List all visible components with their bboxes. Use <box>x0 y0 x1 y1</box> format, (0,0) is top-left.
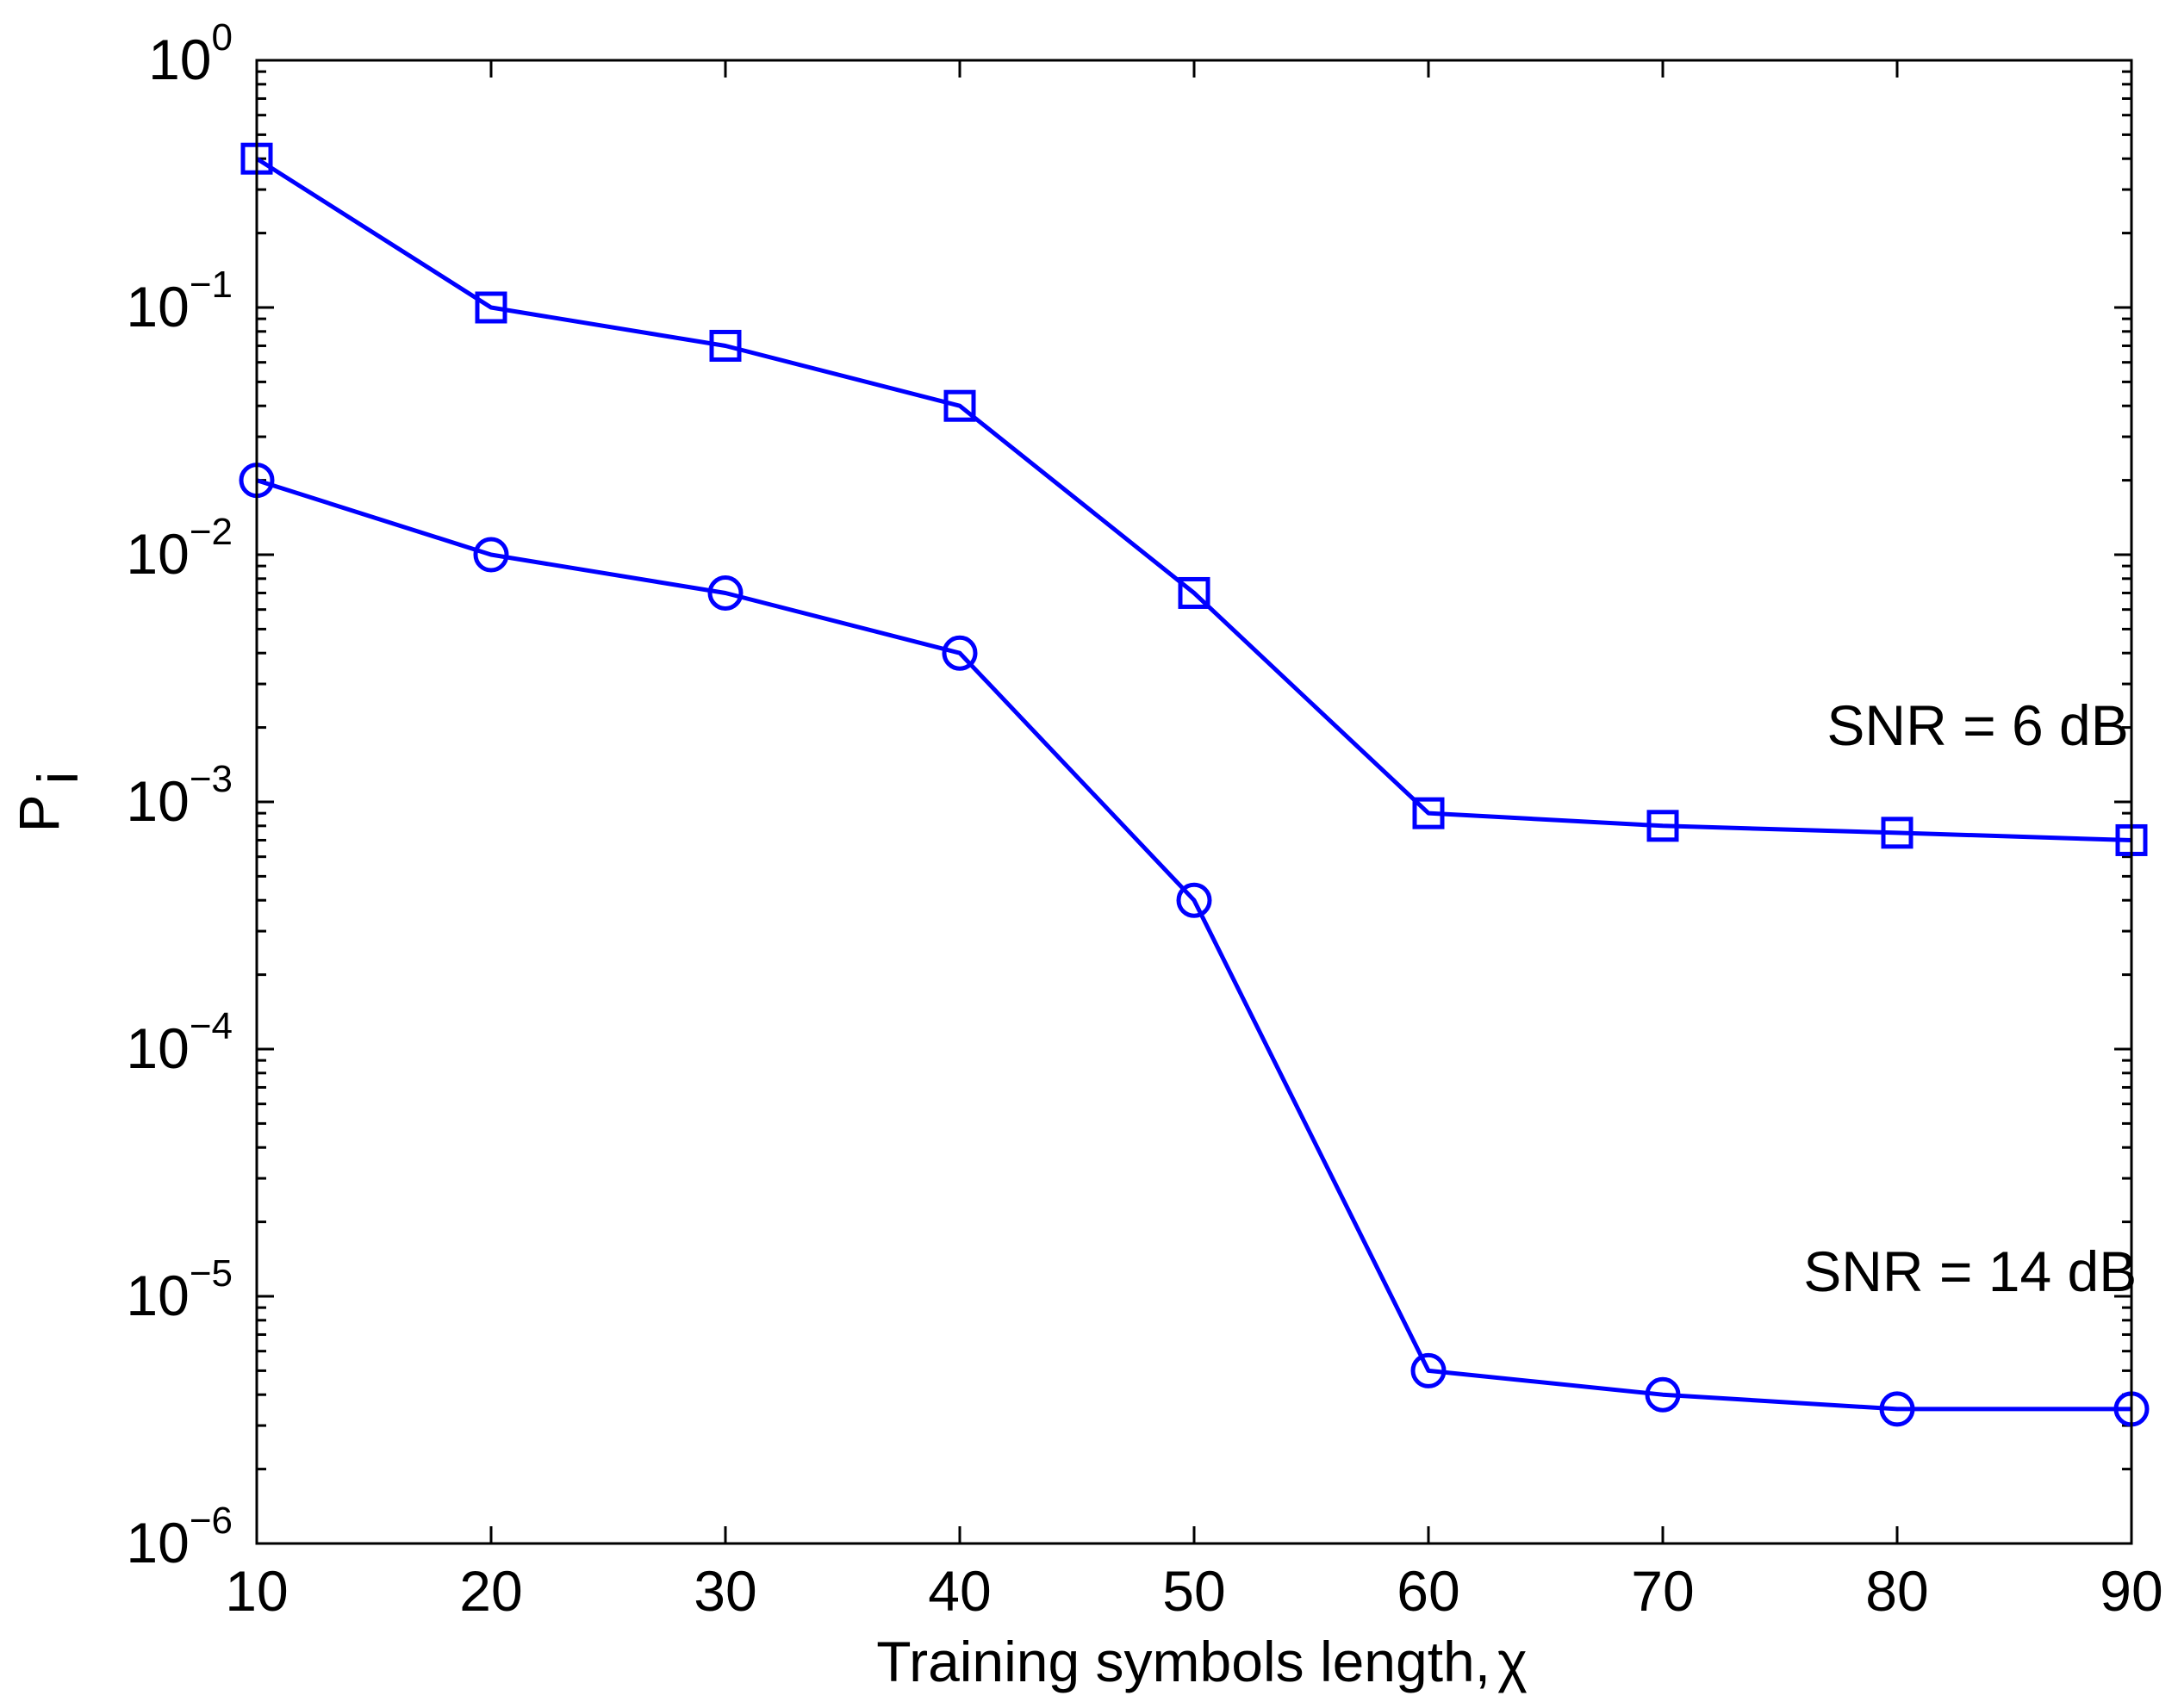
series-line-2 <box>256 478 2131 1412</box>
data-point-circle <box>1410 1352 1447 1388</box>
x-tick-label: 20 <box>459 1559 522 1623</box>
y-axis-title: Pi <box>7 772 90 833</box>
y-tick-label-exponent: 0 <box>212 16 233 59</box>
y-tick-label-base: 10 <box>126 275 189 338</box>
y-tick-label-base: 10 <box>126 1016 189 1080</box>
x-axis-title-text: Training symbols length, <box>876 1630 1490 1693</box>
series-annotation: SNR = 6 dB <box>1826 693 2128 757</box>
x-tick-label: 10 <box>225 1559 288 1623</box>
x-tick-label: 70 <box>1631 1559 1694 1623</box>
x-tick-label: 80 <box>1865 1559 1928 1623</box>
major-ticks <box>255 59 2133 1545</box>
data-point-circle <box>1879 1391 1915 1427</box>
data-point-square <box>1178 576 1210 609</box>
y-tick-label-exponent: −6 <box>190 1500 233 1542</box>
data-point-square <box>1881 817 1914 849</box>
y-tick-label: 10−1 <box>126 264 233 338</box>
data-point-circle <box>707 575 744 611</box>
y-tick-label: 10−3 <box>126 758 233 833</box>
y-tick-label-base: 10 <box>126 1264 189 1327</box>
x-tick-label: 50 <box>1162 1559 1225 1623</box>
data-point-square <box>1646 810 1679 842</box>
svg-text:Pi: Pi <box>7 772 90 833</box>
y-tick-label-base: 10 <box>126 522 189 586</box>
y-tick-label-exponent: −4 <box>190 1005 233 1047</box>
annotations: SNR = 6 dB SNR = 14 dB <box>1803 693 2137 1303</box>
y-tick-label-exponent: −3 <box>190 758 233 800</box>
y-tick-label: 10−6 <box>126 1500 233 1574</box>
x-tick-label: 90 <box>2100 1559 2162 1623</box>
y-axis-title-main: P <box>7 794 71 832</box>
y-tick-label-base: 10 <box>148 28 211 91</box>
x-axis-title: Training symbols length, χ <box>876 1630 1528 1693</box>
data-point-square <box>943 389 976 422</box>
series-annotation: SNR = 14 dB <box>1803 1239 2137 1303</box>
y-tick-label-exponent: −2 <box>190 511 233 553</box>
data-point-circle <box>1645 1376 1681 1413</box>
y-tick-label-exponent: −1 <box>190 264 233 306</box>
y-tick-label-exponent: −5 <box>190 1252 233 1295</box>
x-tick-labels: 10 20 30 40 50 60 70 80 90 <box>225 1559 2162 1623</box>
data-point-circle <box>473 537 509 573</box>
x-tick-label: 40 <box>928 1559 991 1623</box>
y-axis-title-sub: i <box>26 772 90 785</box>
y-tick-label: 100 <box>148 16 233 91</box>
x-tick-label: 60 <box>1397 1559 1459 1623</box>
data-point-square <box>475 291 507 324</box>
data-point-square <box>1412 797 1445 829</box>
y-tick-label-base: 10 <box>126 769 189 833</box>
x-tick-label: 30 <box>694 1559 756 1623</box>
y-tick-label: 10−4 <box>126 1005 233 1080</box>
y-tick-label-base: 10 <box>126 1511 189 1574</box>
data-point-square <box>709 329 742 362</box>
data-point-circle <box>1176 882 1212 918</box>
series-line-1 <box>255 157 2132 842</box>
y-tick-label: 10−5 <box>126 1252 233 1327</box>
x-axis-title-symbol: χ <box>1497 1630 1528 1693</box>
y-tick-label: 10−2 <box>126 511 233 586</box>
data-point-circle <box>942 635 978 671</box>
plot-frame <box>255 59 2133 1545</box>
